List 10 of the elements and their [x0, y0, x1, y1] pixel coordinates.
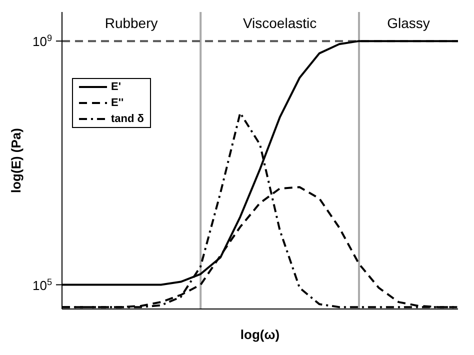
annotation: Glassy	[387, 14, 430, 31]
annotation: Rubbery	[104, 14, 158, 31]
y-axis-title: log(E) (Pa)	[8, 128, 24, 193]
legend-label: E'	[111, 80, 121, 94]
y-tick-label: 10$^{5}$	[32, 276, 52, 293]
legend-label: E''	[111, 96, 124, 110]
annotation: Viscoelastic	[242, 14, 317, 31]
x-axis-title: log(ω)	[240, 327, 280, 342]
legend-label: tand δ	[111, 112, 144, 126]
y-tick-label: 10$^{9}$	[32, 33, 52, 50]
